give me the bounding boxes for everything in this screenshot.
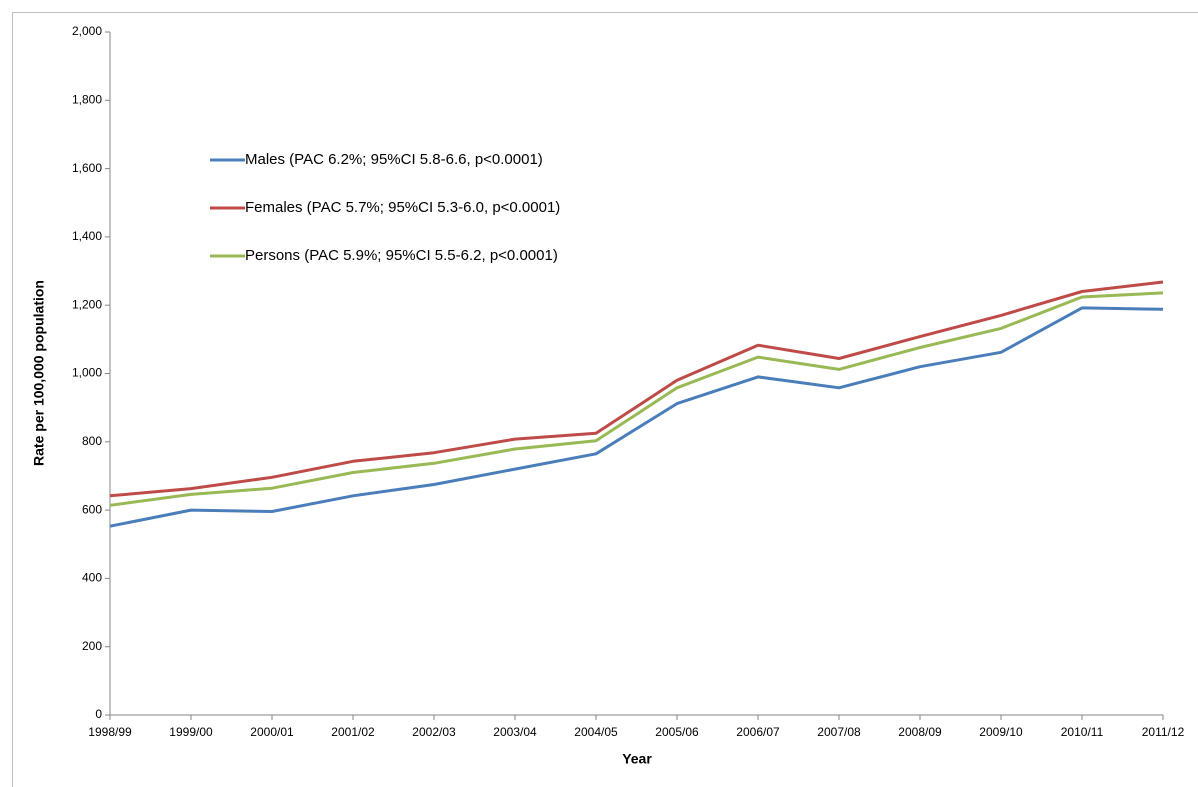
y-tick-label: 200 [82,639,102,653]
y-tick-label: 1,400 [72,229,102,243]
chart-frame [12,12,1198,787]
x-tick-label: 2006/07 [736,725,780,739]
legend-label: Females (PAC 5.7%; 95%CI 5.3-6.0, p<0.00… [245,199,560,216]
y-axis-title: Rate per 100,000 population [31,280,47,466]
x-tick-label: 2003/04 [493,725,537,739]
y-tick-label: 1,000 [72,366,102,380]
x-tick-label: 2001/02 [331,725,375,739]
x-tick-label: 2000/01 [250,725,294,739]
series-line [109,306,1164,528]
x-tick-label: 2011/12 [1142,725,1185,739]
x-tick-label: 2005/06 [655,725,699,739]
x-axis-title: Year [622,751,652,767]
y-tick-label: 1,600 [72,161,102,175]
x-tick-label: 1999/00 [169,725,213,739]
y-tick-label: 2,000 [72,24,102,38]
x-tick-label: 2002/03 [412,725,456,739]
x-tick-label: 2007/08 [817,725,861,739]
y-tick-label: 600 [82,502,102,516]
legend-label: Persons (PAC 5.9%; 95%CI 5.5-6.2, p<0.00… [245,247,558,264]
y-tick-label: 1,200 [72,297,102,311]
y-tick-label: 1,800 [72,92,102,106]
legend-label: Males (PAC 6.2%; 95%CI 5.8-6.6, p<0.0001… [245,151,543,168]
x-tick-label: 1998/99 [88,725,132,739]
y-tick-label: 0 [95,707,102,721]
series-line [109,291,1164,507]
y-tick-label: 400 [82,571,102,585]
x-tick-label: 2009/10 [979,725,1023,739]
x-tick-label: 2004/05 [574,725,618,739]
series-line [109,280,1164,498]
y-tick-label: 800 [82,434,102,448]
x-tick-label: 2008/09 [898,725,942,739]
x-tick-label: 2010/11 [1061,725,1104,739]
